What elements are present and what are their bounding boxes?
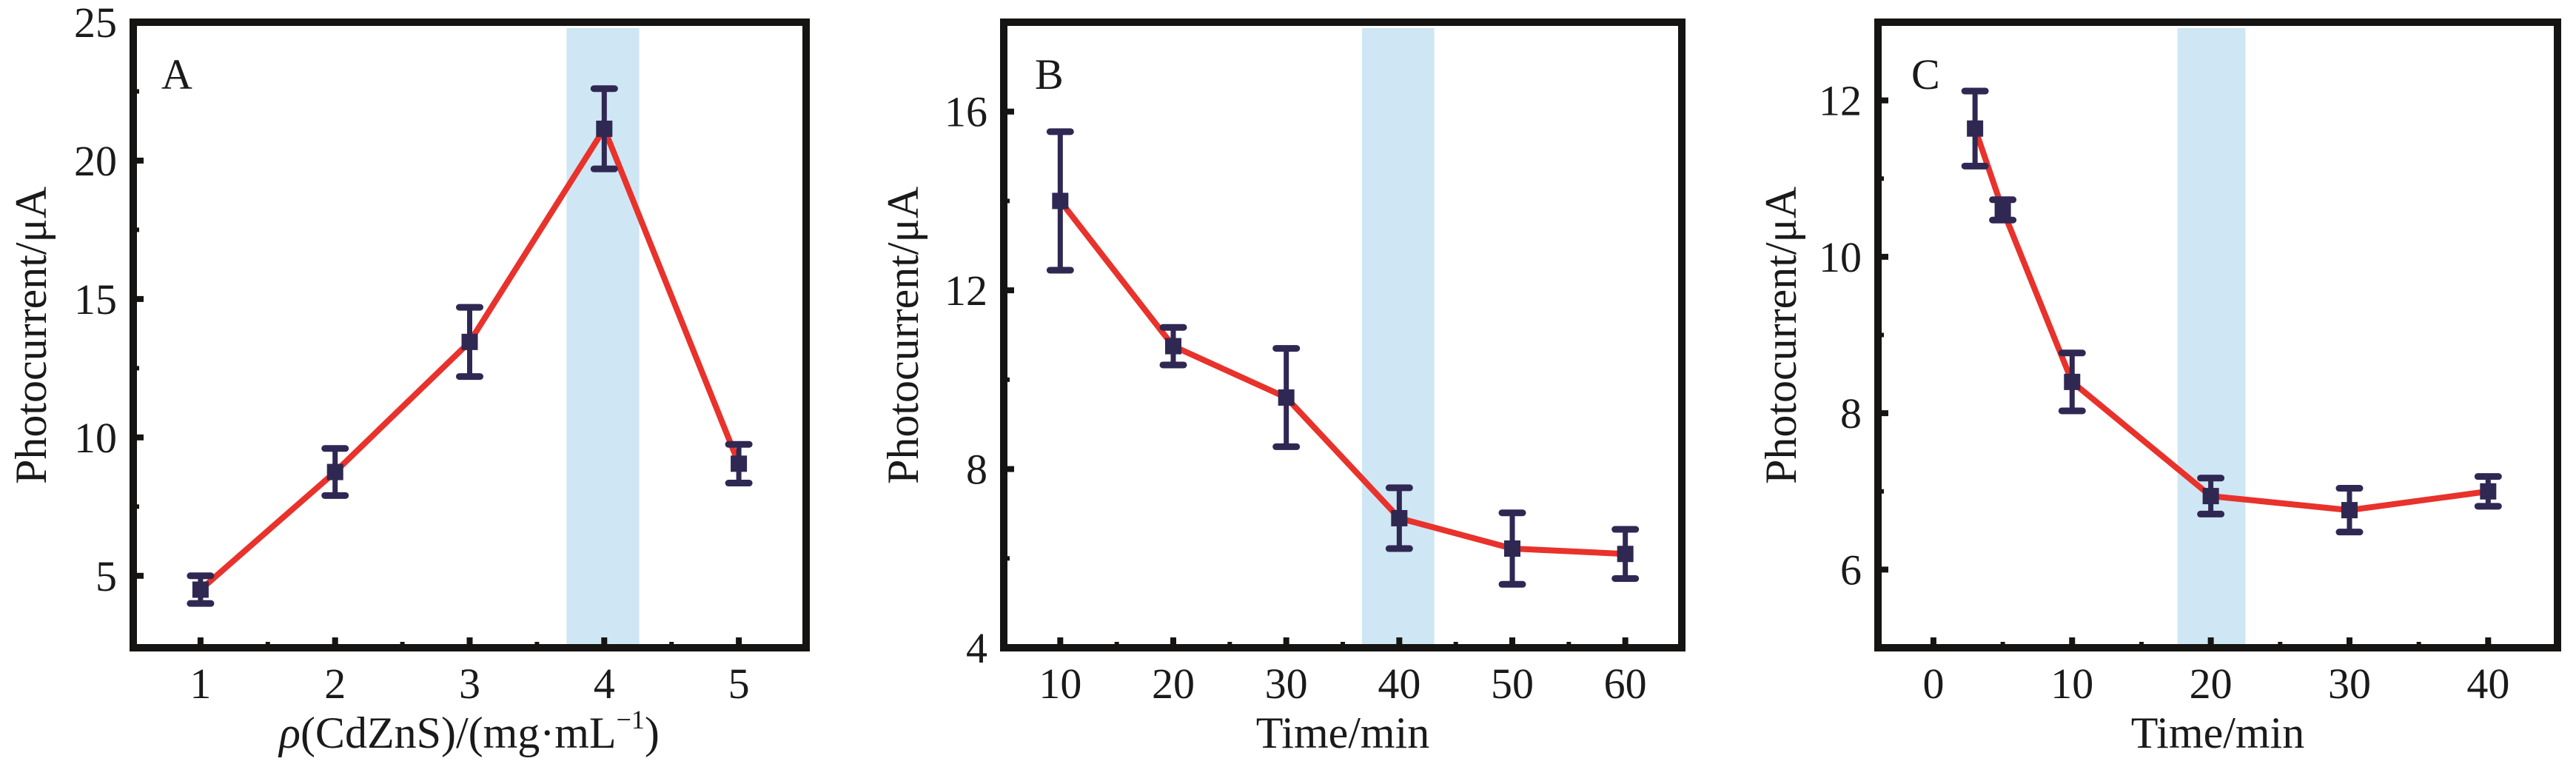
y-tick-label-b: 4 xyxy=(966,624,987,672)
x-tick-label-a: 5 xyxy=(728,660,750,708)
data-point-b xyxy=(1052,192,1069,210)
x-tick-label-a: 2 xyxy=(324,660,346,708)
x-tick-label-a: 3 xyxy=(459,660,480,708)
x-axis-title-a-main: (CdZnS)/(mg·mL xyxy=(301,708,617,757)
y-tick-label-b: 8 xyxy=(966,446,987,494)
series-line-b xyxy=(1058,198,1626,557)
y-tick-label-a: 20 xyxy=(74,137,117,185)
data-point-a xyxy=(731,455,748,472)
x-tick-label-a: 4 xyxy=(594,660,615,708)
x-axis-title-a-suffix: ) xyxy=(645,708,660,757)
data-point-a xyxy=(326,463,343,480)
data-point-b xyxy=(1617,546,1634,563)
x-tick-label-b: 20 xyxy=(1152,660,1195,708)
x-tick-label-b: 10 xyxy=(1039,660,1081,708)
data-point-c xyxy=(1994,201,2011,218)
panel-a: 1 2 3 4 5 5 10 15 20 25 A Photocurrent/μA ρ(CdZnS… xyxy=(7,0,810,757)
y-tick-label-b: 16 xyxy=(945,88,987,136)
x-tick-label-b: 40 xyxy=(1378,660,1421,708)
y-tick-label-c: 6 xyxy=(1840,546,1862,594)
data-point-c xyxy=(1967,120,1984,137)
x-tick-label-c: 30 xyxy=(2328,660,2371,708)
x-axis-title-c: Time/min xyxy=(2131,708,2305,757)
data-point-b xyxy=(1165,338,1181,355)
y-tick-label-a: 5 xyxy=(95,552,117,600)
y-tick-label-c: 8 xyxy=(1840,389,1862,438)
x-tick-label-c: 20 xyxy=(2190,660,2233,708)
x-tick-label-b: 30 xyxy=(1265,660,1308,708)
y-tick-label-a: 15 xyxy=(74,275,117,324)
data-point-b xyxy=(1391,509,1408,526)
data-point-a xyxy=(192,581,209,598)
data-point-b xyxy=(1278,389,1295,406)
data-point-a xyxy=(596,120,613,137)
data-point-a xyxy=(461,333,478,350)
x-tick-label-c: 0 xyxy=(1922,660,1944,708)
x-tick-label-c: 40 xyxy=(2466,660,2509,708)
data-point-c xyxy=(2480,483,2497,500)
panel-letter-b: B xyxy=(1035,50,1064,98)
panel-letter-c: C xyxy=(1911,50,1940,98)
highlight-band-c xyxy=(2177,28,2246,648)
data-point-c xyxy=(2202,488,2219,505)
panel-letter-a: A xyxy=(161,50,192,98)
y-tick-label-b: 12 xyxy=(945,267,987,315)
panel-c: 0 10 20 30 40 6 8 10 12 C Photocurrent/μA Time/m… xyxy=(1757,19,2561,757)
y-axis-title-b: Photocurrent/μA xyxy=(879,187,928,484)
y-tick-label-a: 25 xyxy=(74,0,117,47)
x-axis-title-a-symbol: ρ xyxy=(278,708,301,757)
series-line-c xyxy=(1972,127,2489,514)
x-tick-label-b: 60 xyxy=(1604,660,1647,708)
y-tick-label-c: 12 xyxy=(1819,77,1862,125)
highlight-band-b xyxy=(1361,28,1435,648)
x-tick-label-b: 50 xyxy=(1491,660,1534,708)
data-point-c xyxy=(2341,502,2358,519)
x-tick-label-a: 1 xyxy=(189,660,211,708)
panel-b: 10 20 30 40 50 60 4 8 12 16 B Photocurrent/μA Tim… xyxy=(879,19,1686,757)
y-axis-title-c: Photocurrent/μA xyxy=(1757,187,1805,484)
y-tick-label-c: 10 xyxy=(1819,233,1862,281)
x-tick-label-c: 10 xyxy=(2050,660,2093,708)
x-axis-title-a: ρ(CdZnS)/(mg·mL−1) xyxy=(278,705,660,757)
x-axis-title-b: Time/min xyxy=(1256,708,1430,757)
data-point-c xyxy=(2064,373,2081,390)
data-point-b xyxy=(1504,540,1520,557)
x-axis-title-a-sup: −1 xyxy=(617,705,645,734)
y-tick-label-a: 10 xyxy=(74,414,117,462)
y-axis-title-a: Photocurrent/μA xyxy=(7,187,56,484)
